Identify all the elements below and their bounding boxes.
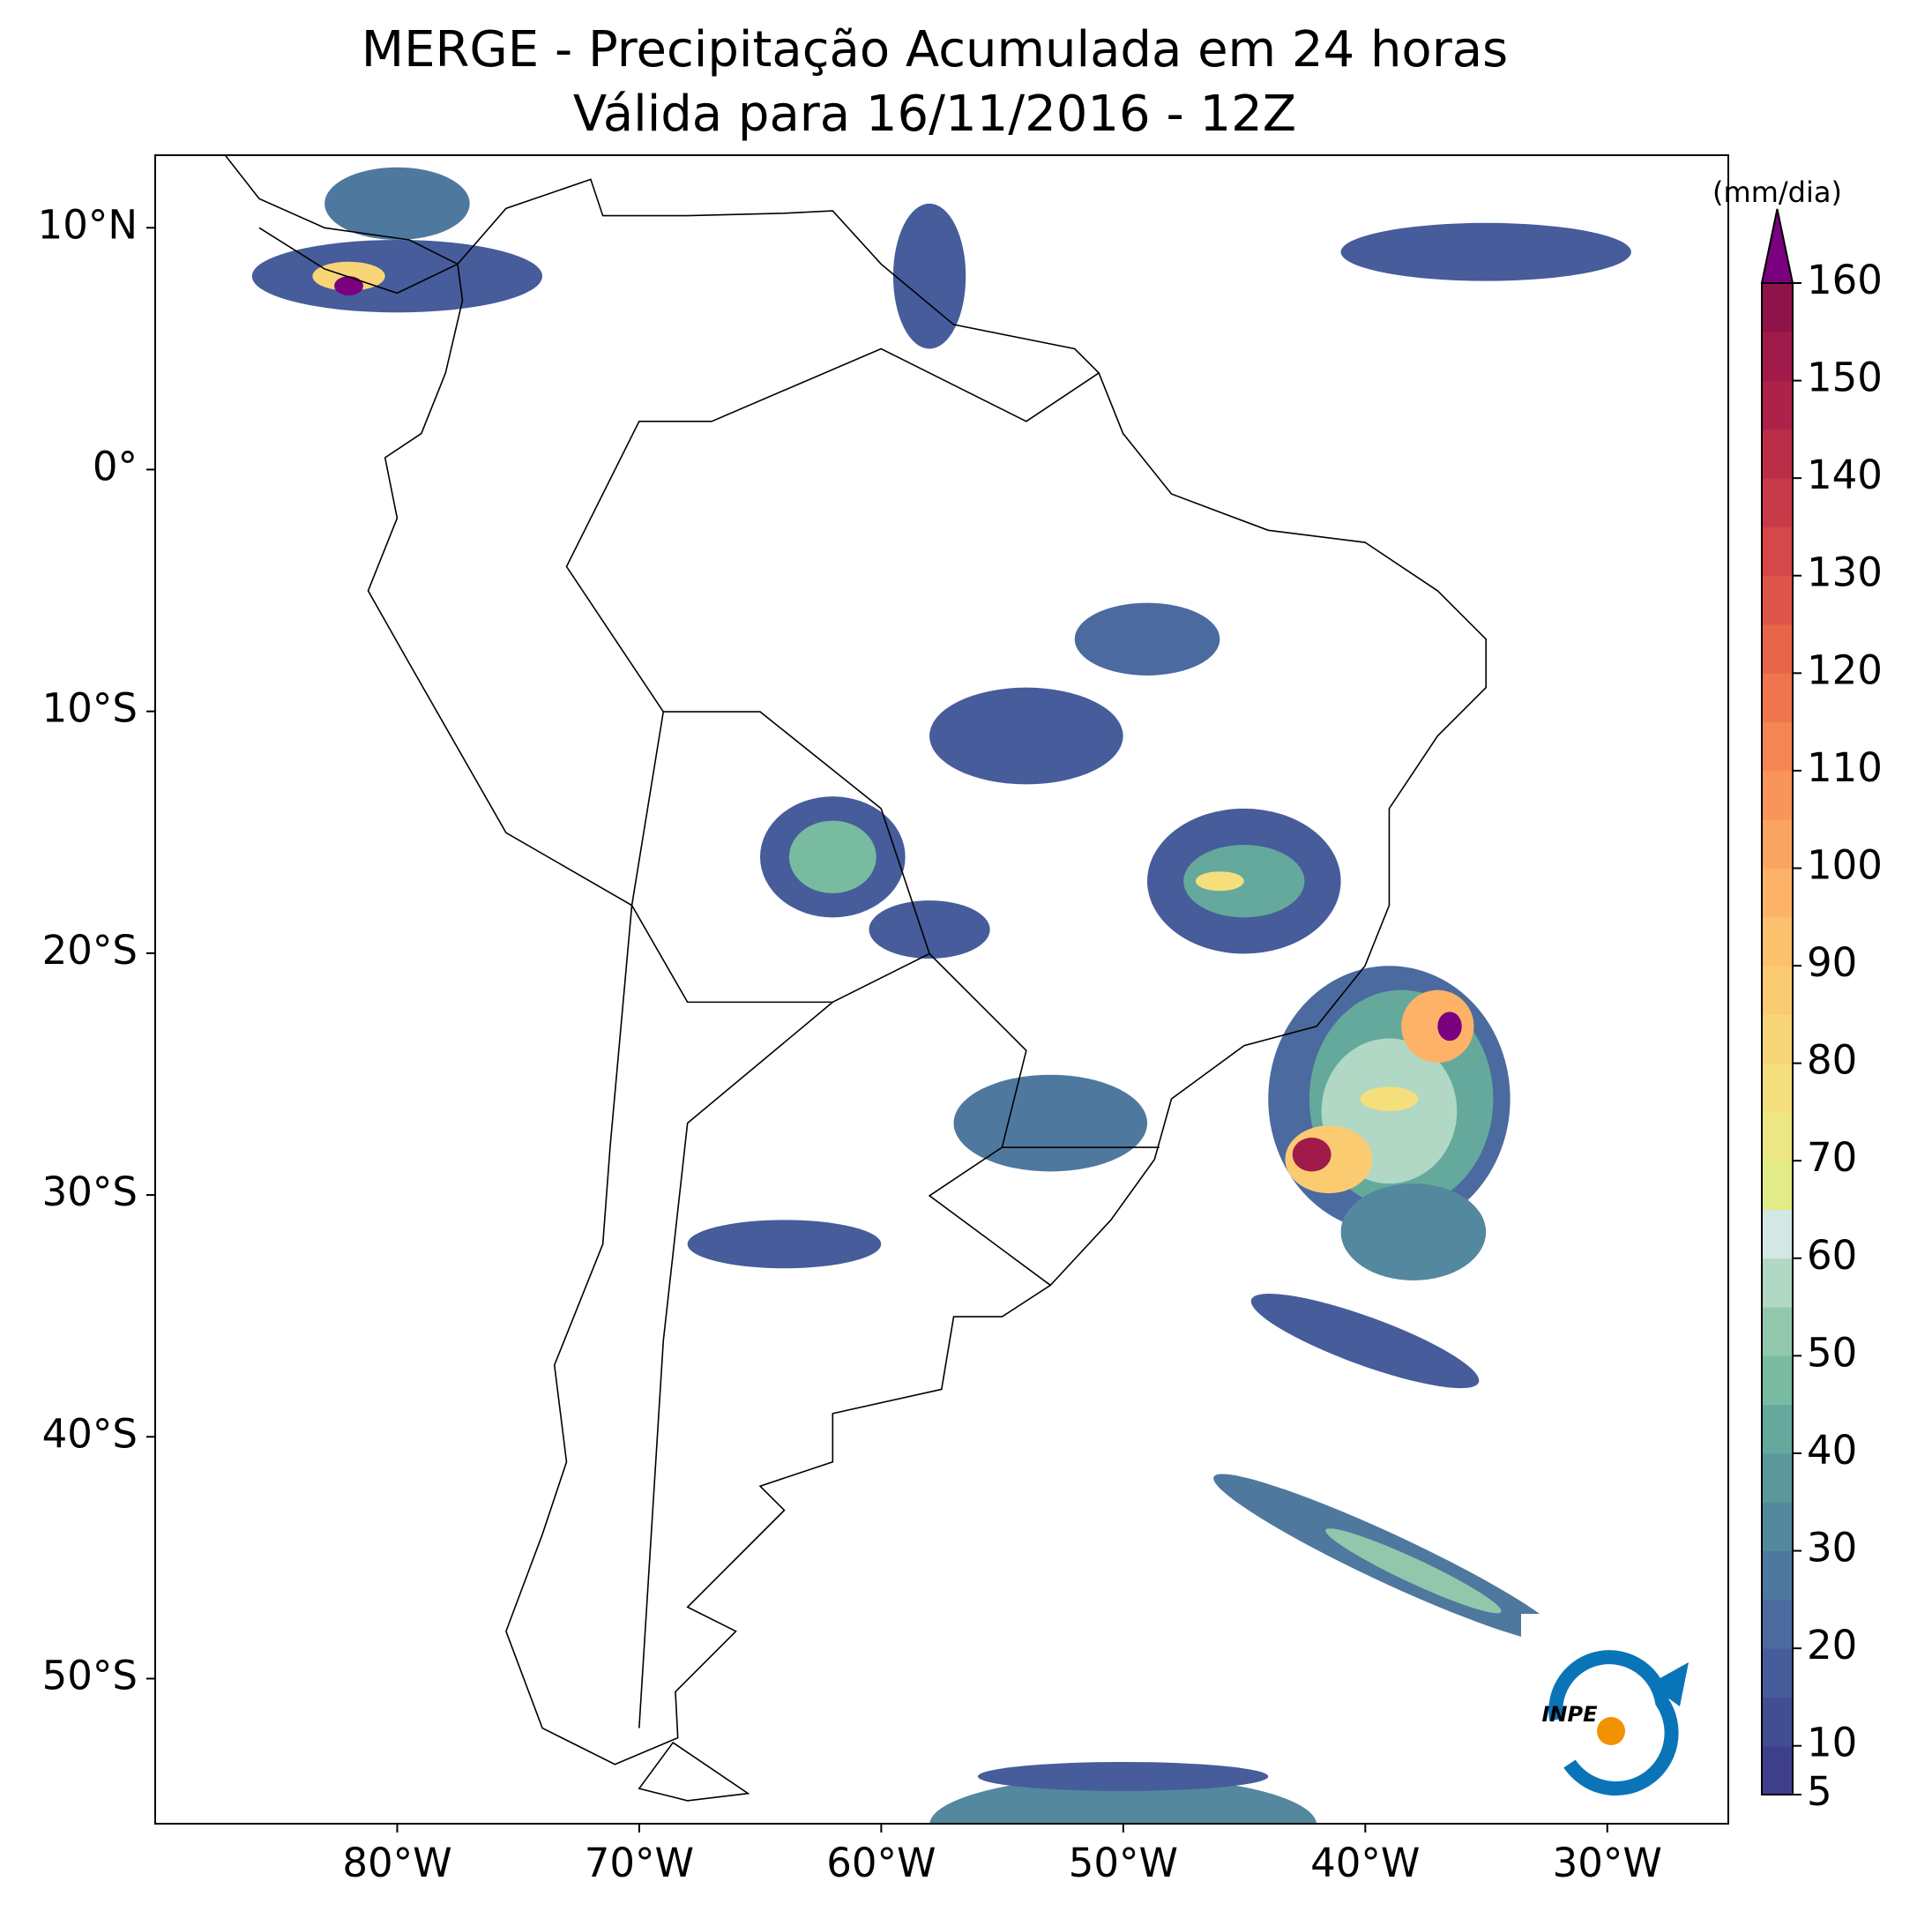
rain-area [869, 900, 990, 959]
y-tick-label: 50°S [42, 1652, 138, 1698]
colorbar-tick-label: 60 [1807, 1232, 1857, 1279]
logo-arrow [1649, 1662, 1689, 1706]
colorbar-band [1762, 1452, 1793, 1503]
colorbar-extend [1760, 208, 1794, 284]
colorbar-band [1762, 1745, 1793, 1795]
colorbar-band [1762, 916, 1793, 967]
rain-core [1292, 1138, 1332, 1172]
map-area: INPE [216, 143, 1725, 1824]
colorbar-band [1762, 332, 1793, 382]
colorbar-band [1762, 1063, 1793, 1113]
title: MERGE - Precipitação Acumulada em 24 hor… [362, 21, 1508, 78]
subtitle: Válida para 16/11/2016 - 12Z [573, 86, 1296, 143]
y-tick-label: 20°S [42, 927, 138, 974]
colorbar-band [1762, 1648, 1793, 1698]
colorbar-tick-label: 10 [1807, 1720, 1857, 1766]
y-tick-label: 10°S [42, 685, 138, 732]
logo-sun [1597, 1717, 1625, 1745]
coast-line [368, 179, 1486, 1764]
rain-area [1250, 1293, 1480, 1389]
colorbar-band [1762, 429, 1793, 479]
colorbar-band [1762, 1111, 1793, 1161]
colorbar-band [1762, 1258, 1793, 1308]
rain-area [1340, 1183, 1487, 1280]
coastline [216, 143, 1487, 1801]
colorbar-band [1762, 526, 1793, 577]
colorbar-band [1762, 673, 1793, 723]
rain-area [1325, 1528, 1502, 1614]
colorbar-band [1762, 1209, 1793, 1259]
coast-line [639, 1743, 748, 1801]
map-frame [154, 154, 1729, 1825]
colorbar-tick-label: 120 [1807, 646, 1883, 693]
colorbar-label: (mm/dia) [1712, 175, 1842, 209]
colorbar-tick-label: 5 [1807, 1768, 1832, 1815]
y-tick-label: 10°N [38, 201, 138, 248]
rain-area [953, 1074, 1148, 1172]
colorbar-band [1762, 770, 1793, 820]
colorbar-band [1762, 1599, 1793, 1649]
y-tick-label: 30°S [42, 1168, 138, 1215]
x-tick-label: 60°W [826, 1840, 936, 1886]
colorbar-band [1762, 380, 1793, 430]
y-tick-label: 0° [93, 443, 138, 489]
rain-area [892, 203, 966, 349]
colorbar-band [1762, 1404, 1793, 1454]
x-tick-label: 80°W [342, 1840, 451, 1886]
colorbar-tick-label: 150 [1807, 355, 1883, 401]
logo-arc [1548, 1650, 1679, 1796]
logo-text: INPE [1542, 1702, 1599, 1727]
precipitation [251, 167, 1631, 1824]
colorbar-band [1762, 1355, 1793, 1406]
colorbar-band [1762, 1307, 1793, 1356]
x-tick-label: 30°W [1553, 1840, 1662, 1886]
coast-line [216, 143, 458, 293]
rain-area [977, 1761, 1269, 1791]
colorbar-tick-label: 20 [1807, 1622, 1857, 1668]
rain-area [929, 1776, 1317, 1824]
colorbar-band [1762, 1502, 1793, 1552]
rain-core [334, 276, 363, 296]
colorbar-tick-label: 50 [1807, 1329, 1857, 1376]
x-tick-label: 40°W [1310, 1840, 1420, 1886]
colorbar-band [1762, 1697, 1793, 1747]
rain-core [1360, 1086, 1419, 1111]
colorbar-tick-label: 130 [1807, 549, 1883, 596]
colorbar-band [1762, 283, 1793, 332]
rain-area [1074, 602, 1220, 676]
colorbar-band [1762, 819, 1793, 869]
colorbar-band [1762, 1014, 1793, 1064]
colorbar-tick-label: 30 [1807, 1525, 1857, 1571]
colorbar-tick-label: 40 [1807, 1427, 1857, 1474]
rain-area [324, 167, 470, 241]
colorbar-band [1762, 575, 1793, 625]
colorbar-band [1762, 721, 1793, 772]
colorbar-tick-label: 80 [1807, 1037, 1857, 1084]
rain-area [1340, 222, 1631, 281]
rain-area [251, 240, 543, 313]
rain-core [1195, 871, 1244, 892]
border-line [566, 349, 1159, 1728]
colorbar-band [1762, 624, 1793, 674]
x-tick-label: 70°W [585, 1840, 694, 1886]
colorbar-band [1762, 966, 1793, 1015]
colorbar-tick-label: 140 [1807, 452, 1883, 498]
colorbar-band [1762, 478, 1793, 527]
rain-area [788, 820, 876, 893]
rain-area [687, 1220, 882, 1269]
colorbar-band [1762, 868, 1793, 918]
rain-area [929, 687, 1123, 785]
colorbar-tick-label: 100 [1807, 841, 1883, 888]
rain-core [1437, 1011, 1462, 1041]
colorbar-tick-label: 70 [1807, 1134, 1857, 1181]
x-tick-label: 50°W [1069, 1840, 1178, 1886]
colorbar-band [1762, 1550, 1793, 1601]
colorbar-tick-label: 90 [1807, 939, 1857, 986]
colorbar-tick-label: 110 [1807, 744, 1883, 791]
colorbar-frame [1761, 282, 1794, 1795]
colorbar-band [1762, 1161, 1793, 1211]
colorbar-tick-label: 160 [1807, 257, 1883, 303]
y-tick-label: 40°S [42, 1410, 138, 1457]
